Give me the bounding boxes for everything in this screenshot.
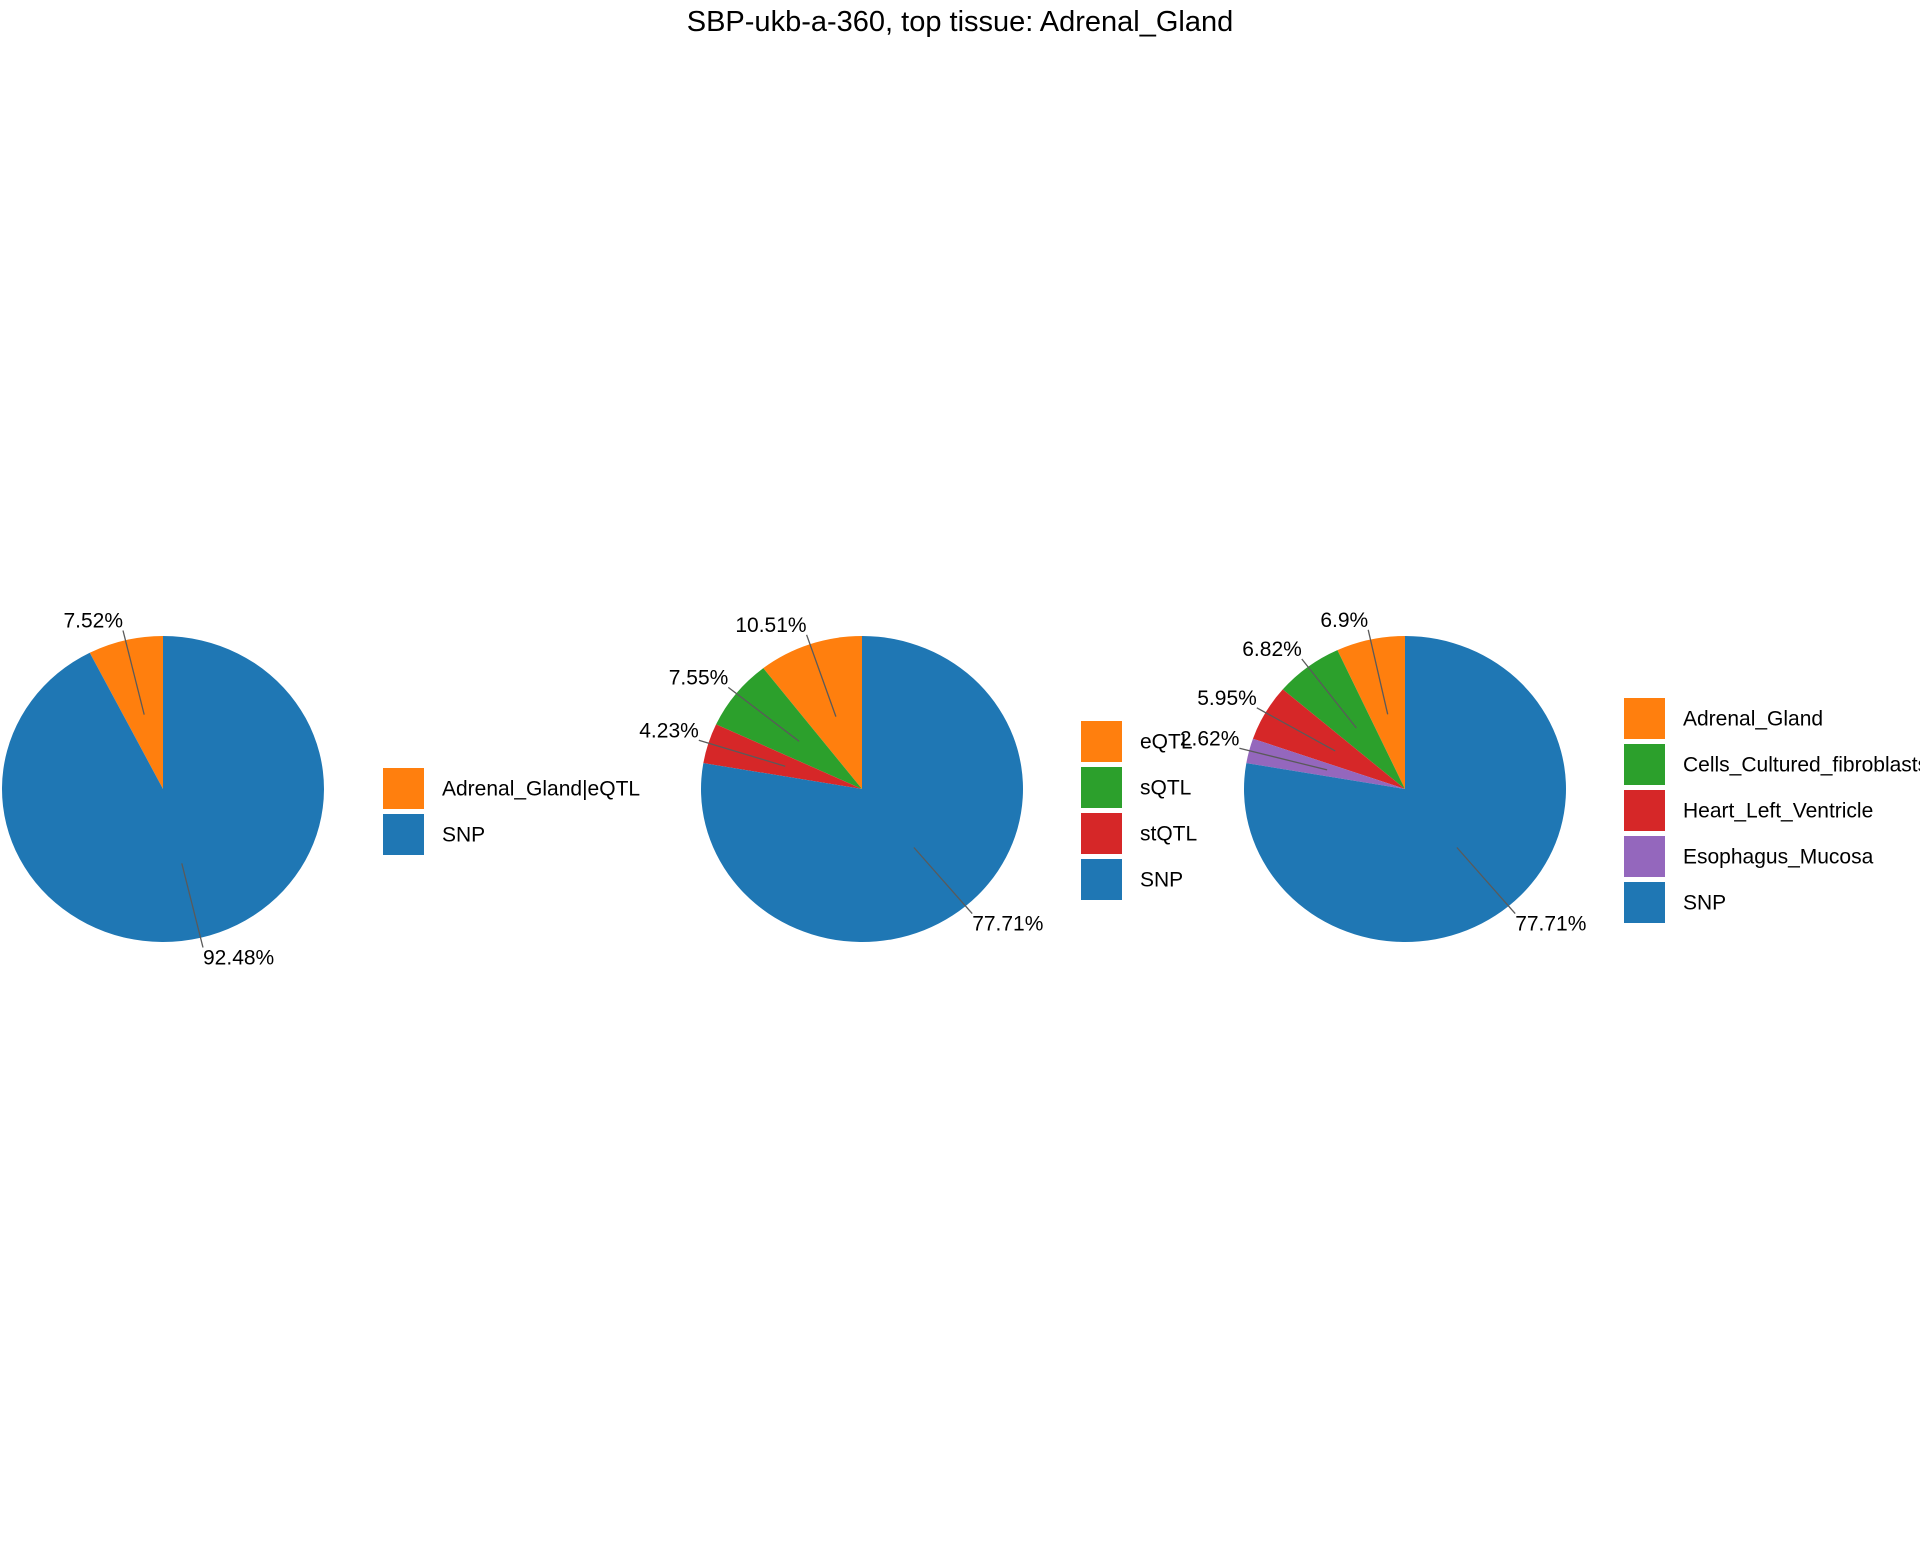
- slice-percent-label: 10.51%: [735, 614, 806, 637]
- pie-slice-adrenal-gland: [1337, 636, 1405, 789]
- slice-percent-label: 6.9%: [1320, 609, 1368, 632]
- slice-percent-label: 77.71%: [1515, 913, 1586, 936]
- pie-slice-cells-cultured-fibroblasts: [1282, 650, 1405, 789]
- legend-key: [1624, 836, 1665, 877]
- slice-percent-label: 4.23%: [639, 719, 699, 742]
- pie-slice-snp: [701, 636, 1024, 943]
- leader-line: [1301, 658, 1357, 729]
- legend-key: [1081, 721, 1122, 762]
- slice-labels: 6.9% 6.82% 5.95% 2.62% 77.71%: [1180, 609, 1587, 936]
- legend-key: [383, 768, 424, 809]
- legend-label: SNP: [442, 824, 485, 847]
- leader-line: [181, 863, 204, 948]
- slice-percent-label: 5.95%: [1197, 687, 1257, 710]
- pie-slice-sqtl: [716, 668, 862, 789]
- legend-key: [1624, 698, 1665, 739]
- leader-line: [122, 630, 145, 715]
- pie-slice-snp: [1, 636, 324, 942]
- slice-percent-label: 77.71%: [972, 913, 1043, 936]
- chart-title: SBP-ukb-a-360, top tissue: Adrenal_Gland: [687, 6, 1234, 38]
- legend-label: SNP: [1683, 892, 1726, 915]
- legend-key: [383, 814, 424, 855]
- legend-key: [1624, 790, 1665, 831]
- pie-chart-3: 6.9% 6.82% 5.95% 2.62% 77.71% Adrenal_Gland Ce…: [1180, 609, 1920, 942]
- legend: Adrenal_Gland Cells_Cultured_fibroblasts H…: [1624, 698, 1920, 923]
- legend-label: eQTL: [1140, 731, 1193, 754]
- leader-line: [698, 739, 786, 767]
- leader-line: [1367, 629, 1389, 715]
- legend: Adrenal_Gland|eQTL SNP: [383, 768, 640, 855]
- legend-key: [1081, 767, 1122, 808]
- legend-label: sQTL: [1140, 777, 1191, 800]
- pie-chart-2: 10.51% 7.55% 4.23% 77.71% eQTL sQTL stQTL SNP: [639, 614, 1197, 943]
- leader-line: [1239, 747, 1328, 771]
- slice-percent-label: 92.48%: [203, 947, 274, 970]
- pie-slice-stqtl: [703, 724, 862, 789]
- leader-line: [1456, 847, 1516, 915]
- legend-label: Cells_Cultured_fibroblasts: [1683, 754, 1920, 777]
- legend-label: Adrenal_Gland|eQTL: [442, 778, 640, 801]
- legend-label: stQTL: [1140, 823, 1197, 846]
- pie-slice-heart-left-ventricle: [1252, 689, 1405, 789]
- leader-line: [727, 686, 800, 742]
- slice-labels: 7.52% 92.48%: [63, 610, 274, 970]
- pie-panels: 7.52% 92.48% Adrenal_Gland|eQTL SNP 10.51% 7.…: [1, 609, 1920, 970]
- slice-percent-label: 2.62%: [1180, 727, 1240, 750]
- slice-percent-label: 6.82%: [1242, 638, 1302, 661]
- legend-key: [1081, 813, 1122, 854]
- legend: eQTL sQTL stQTL SNP: [1081, 721, 1197, 900]
- legend-label: SNP: [1140, 869, 1183, 892]
- pie-slice-esophagus-mucosa: [1246, 738, 1405, 789]
- pie-slice-eqtl: [763, 636, 862, 789]
- legend-key: [1624, 744, 1665, 785]
- pie-slice-adrenal-gland-eqtl: [89, 636, 163, 789]
- slice-percent-label: 7.52%: [63, 610, 123, 633]
- leader-line: [913, 847, 973, 915]
- slice-labels: 10.51% 7.55% 4.23% 77.71%: [639, 614, 1043, 936]
- pie-slice-snp: [1244, 636, 1567, 942]
- legend-label: Adrenal_Gland: [1683, 708, 1823, 731]
- pie-chart-1: 7.52% 92.48% Adrenal_Gland|eQTL SNP: [1, 610, 640, 970]
- legend-key: [1624, 882, 1665, 923]
- slice-percent-label: 7.55%: [669, 666, 729, 689]
- leader-line: [1256, 707, 1336, 752]
- legend-label: Heart_Left_Ventricle: [1683, 800, 1873, 823]
- leader-line: [805, 634, 837, 717]
- legend-key: [1081, 859, 1122, 900]
- legend-label: Esophagus_Mucosa: [1683, 846, 1874, 869]
